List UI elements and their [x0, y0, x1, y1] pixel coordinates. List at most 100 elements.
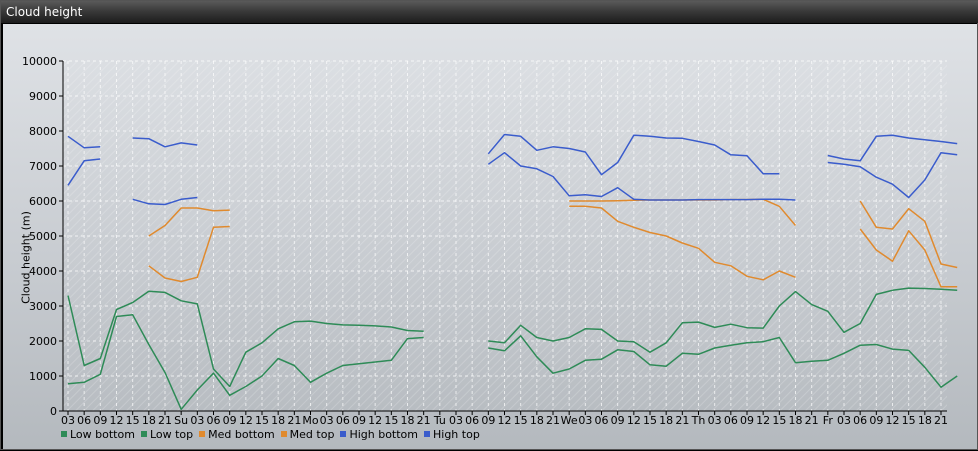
- x-tick-label: 18: [918, 414, 932, 427]
- legend: Low bottom Low top Med bottom Med top High b…: [61, 427, 486, 441]
- series-line-high-top: [67, 135, 101, 149]
- series-line-high-bottom: [487, 151, 796, 201]
- legend-swatch: [340, 431, 347, 437]
- x-tick-label: 12: [498, 414, 512, 427]
- window-title: Cloud height: [6, 5, 83, 19]
- x-tick-label: Fr: [823, 414, 834, 427]
- x-tick-label: 09: [869, 414, 883, 427]
- series-line-med-bottom: [569, 205, 796, 281]
- x-tick-label: 15: [772, 414, 786, 427]
- x-tick-label: 21: [934, 414, 948, 427]
- x-tick-label: 03: [837, 414, 851, 427]
- x-tick-label: 03: [320, 414, 334, 427]
- x-tick-label: 06: [207, 414, 221, 427]
- series-lines: [67, 133, 958, 411]
- y-tick-label: 7000: [29, 160, 57, 173]
- x-tick-label: 09: [611, 414, 625, 427]
- x-tick-label: 06: [595, 414, 609, 427]
- x-tick-label: 12: [756, 414, 770, 427]
- x-tick-label: 21: [417, 414, 431, 427]
- x-tick-label: 15: [255, 414, 269, 427]
- series-line-med-top: [148, 207, 230, 237]
- x-tick-label: 15: [514, 414, 528, 427]
- legend-label: Med bottom: [208, 427, 275, 441]
- x-tick-label: 03: [449, 414, 463, 427]
- x-tick-label: 03: [61, 414, 75, 427]
- x-tick-label: 12: [110, 414, 124, 427]
- x-tick-label: 21: [805, 414, 819, 427]
- series-line-med-bottom: [148, 225, 230, 283]
- x-tick-label: We: [561, 414, 578, 427]
- x-tick-label: 18: [401, 414, 415, 427]
- x-tick-label: 06: [465, 414, 479, 427]
- series-line-high-top: [827, 134, 958, 162]
- y-tick-label: 0: [50, 405, 57, 418]
- y-tick-label: 2000: [29, 335, 57, 348]
- legend-swatch: [424, 431, 430, 437]
- x-tick-label: 06: [77, 414, 91, 427]
- x-tick-label: 18: [659, 414, 673, 427]
- y-axis: 0 1000 2000 3000 4000 5000 6000 7000 8000 9000 100…: [22, 55, 64, 418]
- series-line-high-bottom: [827, 151, 958, 199]
- series-line-high-bottom: [67, 158, 101, 186]
- series-line-low-top: [67, 290, 424, 388]
- x-tick-label: 18: [789, 414, 803, 427]
- x-tick-label: 03: [190, 414, 204, 427]
- legend-label: Low bottom: [70, 427, 135, 441]
- y-tick-label: 3000: [29, 300, 57, 313]
- legend-label: Med top: [289, 427, 335, 441]
- legend-item: Med top: [280, 427, 335, 441]
- legend-item: Med bottom: [199, 427, 275, 441]
- series-line-high-top: [487, 133, 780, 176]
- x-tick-label: Th: [691, 414, 706, 427]
- x-tick-label: 09: [223, 414, 237, 427]
- x-tick-label: 21: [158, 414, 172, 427]
- legend-swatch: [140, 431, 147, 437]
- legend-label: High top: [433, 427, 480, 441]
- legend-item: High bottom: [340, 427, 418, 441]
- x-tick-label: Mo: [302, 414, 318, 427]
- x-tick-label: 12: [886, 414, 900, 427]
- x-tick-label: 09: [93, 414, 107, 427]
- series-line-low-top: [488, 287, 958, 353]
- series-line-low-bottom: [67, 314, 424, 411]
- x-tick-label: 21: [287, 414, 301, 427]
- x-axis: 03 06 09 12 15 18 21 Su 03 06 09 12 15 18 21 Mo 03 06 09 12…: [61, 410, 948, 427]
- x-tick-label: 03: [578, 414, 592, 427]
- x-tick-label: 12: [239, 414, 253, 427]
- legend-label: Low top: [149, 427, 194, 441]
- x-tick-label: 09: [481, 414, 495, 427]
- legend-item: Low bottom: [61, 427, 135, 441]
- y-tick-label: 5000: [29, 230, 57, 243]
- y-tick-label: 9000: [29, 90, 57, 103]
- y-tick-label: 6000: [29, 195, 57, 208]
- x-tick-label: 15: [643, 414, 657, 427]
- legend-item: Low top: [140, 427, 194, 441]
- x-tick-label: 09: [740, 414, 754, 427]
- x-tick-label: 03: [708, 414, 722, 427]
- x-tick-label: Su: [174, 414, 188, 427]
- x-tick-label: 09: [352, 414, 366, 427]
- x-tick-label: 21: [546, 414, 560, 427]
- legend-swatch: [61, 431, 67, 437]
- x-tick-label: 15: [384, 414, 398, 427]
- y-tick-label: 10000: [22, 55, 57, 68]
- x-tick-label: Tu: [433, 414, 446, 427]
- legend-item: High top: [424, 427, 480, 441]
- legend-swatch: [199, 431, 206, 437]
- x-tick-label: 06: [724, 414, 738, 427]
- title-bar: Cloud height: [1, 1, 978, 23]
- x-tick-label: 15: [126, 414, 140, 427]
- x-tick-label: 15: [902, 414, 916, 427]
- y-tick-label: 1000: [29, 370, 57, 383]
- x-tick-label: 06: [853, 414, 867, 427]
- x-tick-label: 12: [627, 414, 641, 427]
- x-tick-label: 06: [336, 414, 350, 427]
- series-line-med-bottom: [859, 228, 958, 288]
- y-tick-label: 4000: [29, 265, 57, 278]
- x-tick-label: 21: [675, 414, 689, 427]
- series-line-high-bottom: [132, 196, 198, 206]
- series-line-high-top: [132, 137, 198, 148]
